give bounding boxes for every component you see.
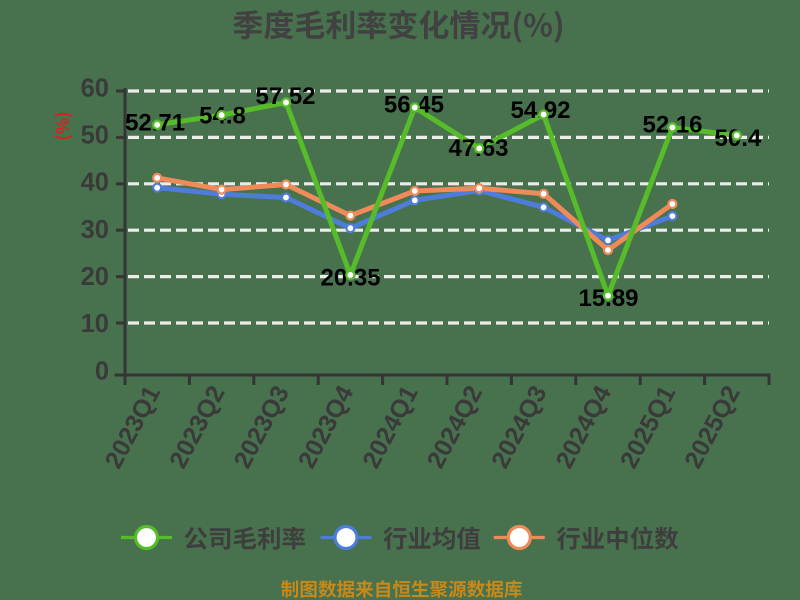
svg-text:20: 20 <box>81 263 109 291</box>
svg-text:0: 0 <box>95 357 109 385</box>
svg-text:40: 40 <box>81 169 109 197</box>
svg-text:50: 50 <box>81 122 109 150</box>
svg-text:30: 30 <box>81 216 109 244</box>
svg-text:60: 60 <box>81 74 109 102</box>
svg-text:10: 10 <box>81 310 109 338</box>
